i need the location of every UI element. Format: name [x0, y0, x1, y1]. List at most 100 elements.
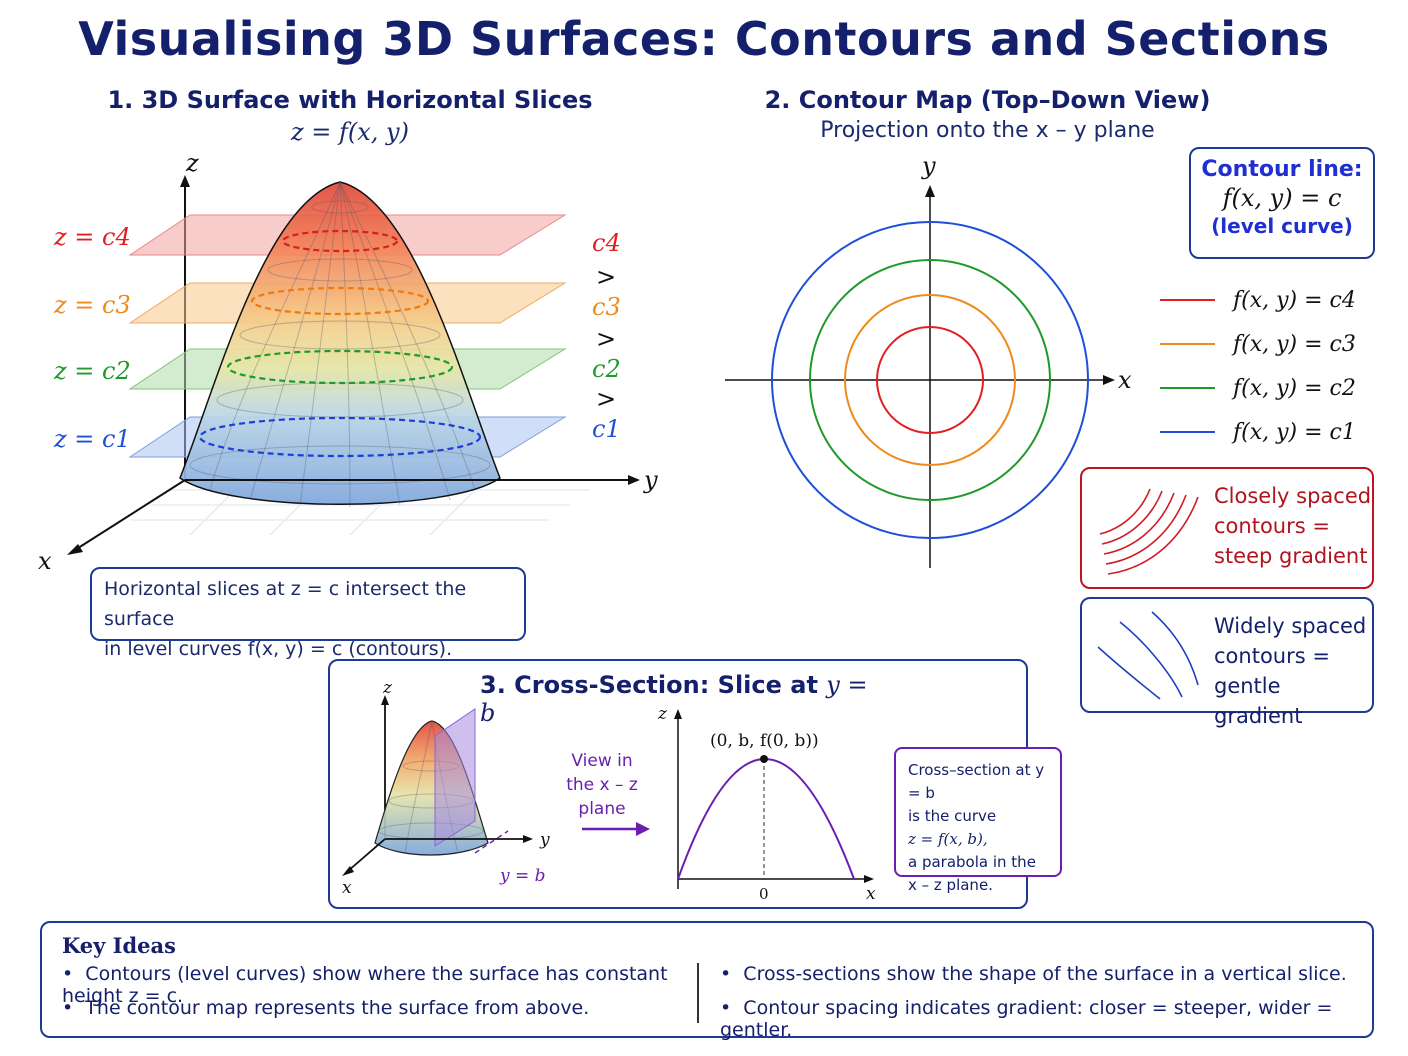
panel3-heading: 3. Cross-Section: Slice at y = b [480, 671, 870, 727]
steep-arcs-icon [1099, 488, 1199, 575]
explain-line: is the curve [908, 807, 997, 825]
explain-line: Cross–section at y = b [908, 761, 1045, 802]
peak-point [760, 755, 768, 763]
panel1-caption: Horizontal slices at z = c intersect the… [90, 567, 526, 660]
order-label-c3: c3 [592, 293, 621, 321]
panel1-caption-line2: in level curves f(x, y) = c (contours). [104, 638, 453, 660]
gentle-text-line: gentle gradient [1214, 674, 1303, 728]
explain-line: z = f(x, b), [908, 830, 988, 848]
y-axis-arrow-icon [628, 475, 640, 485]
key-ideas-heading: Key Ideas [62, 933, 176, 958]
order-label-c2: c2 [592, 355, 621, 383]
panel2-subheading: Projection onto the x – y plane [820, 118, 1155, 143]
mini-axis-label-x: x [342, 878, 352, 898]
cross-section-explanation: Cross–section at y = b is the curve z = … [894, 747, 1062, 894]
legend-swatch-c1 [1160, 431, 1215, 433]
plane-trace-line [474, 830, 509, 854]
legend-swatch-c2 [1160, 387, 1215, 389]
definition-note: (level curve) [1211, 214, 1353, 238]
panel1-heading: 1. 3D Surface with Horizontal Slices [107, 86, 593, 114]
key-ideas-box: Key Ideas • Contours (level curves) show… [40, 921, 1374, 1041]
gentle-text-line: contours = [1214, 644, 1330, 668]
gentle-arcs-icon [1097, 611, 1199, 700]
steep-text-line: Closely spaced [1214, 484, 1372, 508]
steep-text-line: contours = [1214, 514, 1330, 538]
mini-axis-label-z: z [382, 678, 393, 698]
steep-text: Closely spaced contours = steep gradient [1214, 481, 1371, 571]
gentle-gradient-box: Widely spaced contours = gentle gradient [1080, 597, 1374, 728]
mini-x-axis [347, 838, 386, 872]
explain-line: a parabola in the [908, 853, 1036, 871]
key-ideas-left: • Contours (level curves) show where the… [62, 963, 702, 1031]
contour-circle-c4 [876, 326, 984, 434]
order-label-gt: > [596, 385, 616, 413]
order-label-gt: > [596, 263, 616, 291]
panel2-heading: 2. Contour Map (Top–Down View) [764, 86, 1211, 114]
view-arrow-icon [582, 822, 650, 836]
legend-swatch-c4 [1160, 299, 1215, 301]
legend-item-c1: f(x, y) = c1 [1160, 410, 1400, 454]
legend-swatch-c3 [1160, 343, 1215, 345]
legend-label-c4: f(x, y) = c4 [1233, 287, 1356, 313]
order-label-c1: c1 [592, 415, 621, 443]
x-axis-arrow-icon [67, 544, 83, 555]
parabola-axis-label-x: x [866, 884, 876, 904]
level-curve-c4 [281, 229, 399, 253]
mini-x-arrow-icon [342, 866, 354, 876]
panel1-caption-line1: Horizontal slices at z = c intersect the… [104, 578, 467, 630]
contour-circle-c2 [809, 259, 1051, 501]
key-idea-item: • Contours (level curves) show where the… [62, 963, 668, 1007]
contour-y-arrow-icon [925, 185, 935, 197]
legend-item-c3: f(x, y) = c3 [1160, 322, 1400, 366]
mini-axis-label-y: y [539, 830, 550, 850]
legend-label-c3: f(x, y) = c3 [1233, 331, 1356, 357]
parabola-x-arrow-icon [864, 875, 874, 883]
contour-axis-label-x: x [1118, 366, 1132, 394]
order-label-c4: c4 [592, 229, 621, 257]
explain-line: x – z plane. [908, 876, 993, 894]
mini-y-arrow-icon [523, 835, 533, 843]
steep-text-line: steep gradient [1214, 544, 1368, 568]
key-idea-item: • Cross-sections show the shape of the s… [720, 963, 1347, 985]
plane-label: y = b [499, 866, 546, 886]
contour-x-arrow-icon [1103, 375, 1115, 385]
definition-title: Contour line: [1201, 157, 1363, 182]
key-idea-item: • The contour map represents the surface… [62, 997, 590, 1019]
slice-label-c4: z = c4 [53, 223, 131, 251]
gentle-text-line: Widely spaced [1214, 614, 1367, 638]
slice-label-c1: z = c1 [53, 425, 131, 453]
view-in-xz-label: View in the x – z plane [558, 749, 646, 821]
peak-label: (0, b, f(0, b)) [710, 731, 819, 751]
axis-label-x: x [38, 547, 52, 575]
panel1-formula: z = f(x, y) [291, 118, 409, 146]
surface-mesh [189, 181, 491, 508]
origin-label: 0 [759, 885, 769, 903]
order-label-gt: > [596, 325, 616, 353]
z-axis-arrow-icon [180, 175, 190, 187]
contour-map: x y [725, 152, 1132, 568]
x-axis [74, 479, 186, 551]
axis-label-z: z [185, 149, 199, 177]
definition-formula: f(x, y) = c [1222, 184, 1342, 212]
slice-label-c2: z = c2 [53, 357, 131, 385]
contour-circle-c3 [844, 294, 1016, 466]
gentle-text: Widely spaced contours = gentle gradient [1214, 611, 1372, 731]
view-text-line: plane [578, 799, 626, 819]
view-text-line: View in [571, 751, 633, 771]
page-title: Visualising 3D Surfaces: Contours and Se… [78, 12, 1330, 66]
surface-3d-diagram: z y x z = c4 z = c3 z = c2 z = c1 c4 > c… [38, 149, 658, 575]
slice-plane-y-b [434, 708, 476, 847]
cross-section-3d: z y x y = b [342, 678, 550, 898]
paraboloid-surface [179, 181, 501, 505]
key-ideas-divider [697, 963, 699, 1023]
parabola-z-arrow-icon [674, 709, 682, 719]
parabola-plot: z x 0 (0, b, f(0, b)) [657, 704, 876, 904]
contour-axis-label-y: y [921, 152, 936, 180]
mini-z-arrow-icon [381, 695, 389, 705]
contour-circle-c1 [771, 221, 1089, 539]
steep-gradient-box: Closely spaced contours = steep gradient [1080, 467, 1374, 589]
slice-label-c3: z = c3 [53, 291, 131, 319]
legend-label-c1: f(x, y) = c1 [1233, 419, 1356, 445]
key-idea-item: • Contour spacing indicates gradient: cl… [720, 997, 1333, 1041]
panel3-heading-text: 3. Cross-Section: Slice at [480, 671, 827, 699]
